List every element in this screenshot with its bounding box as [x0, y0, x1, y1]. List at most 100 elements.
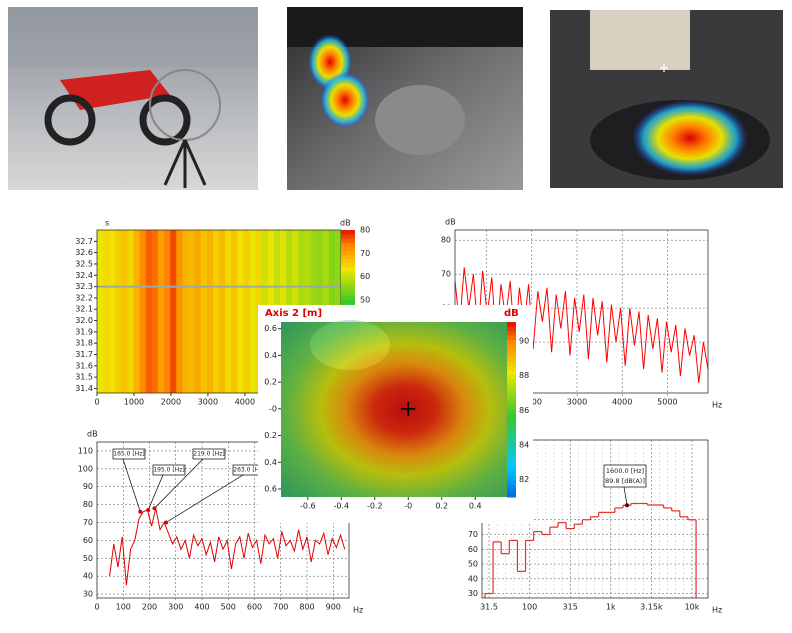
x-tick-label: 1k — [606, 603, 616, 612]
x-tick-label: 315 — [563, 603, 578, 612]
colorbar-segment — [507, 475, 516, 480]
photo-exhaust-map — [550, 10, 783, 188]
x-tick-label: 100 — [116, 603, 131, 612]
y-tick-label: 31.6 — [75, 361, 93, 370]
colorbar-segment — [341, 295, 355, 300]
annotation-level: 89.8 [dB(A)] — [605, 477, 645, 485]
annotation-arrow — [154, 458, 204, 509]
colorbar-segment — [507, 352, 516, 358]
y-tick-label: 70 — [468, 530, 478, 539]
spectrogram-column — [164, 230, 171, 393]
colorbar-segment — [341, 258, 355, 264]
colorbar-segment — [507, 335, 516, 340]
colorbar-segment — [507, 387, 516, 393]
photo-test-rig — [8, 7, 258, 190]
x-tick-label: 100 — [522, 603, 537, 612]
colorbar-segment — [341, 266, 355, 272]
colorbar-segment — [507, 440, 516, 445]
spectrogram-column — [231, 230, 238, 393]
colorbar-segment — [507, 370, 516, 375]
annotation-label: 195.0 [Hz] — [153, 467, 184, 474]
y-tick-label: 31.4 — [75, 384, 93, 393]
spectrogram-column — [225, 230, 232, 393]
y-tick-label: 31.5 — [75, 373, 93, 382]
colorbar-segment — [507, 413, 516, 419]
colorbar-segment — [341, 230, 355, 235]
spectrogram-column — [182, 230, 189, 393]
colorbar-segment — [507, 405, 516, 410]
annotation-arrow — [122, 458, 141, 512]
y-tick-label: 31.7 — [75, 350, 93, 359]
y-tick-label: 32.5 — [75, 259, 93, 268]
colorbar-tick-label: 90 — [519, 337, 529, 346]
colorbar-segment — [507, 400, 516, 406]
spectrogram-column — [206, 230, 214, 393]
colorbar-segment — [507, 427, 516, 432]
y-tick-label: 100 — [78, 464, 93, 473]
colorbar-segment — [507, 378, 516, 384]
colorbar-segment — [341, 291, 355, 296]
y-tick-label: 32.6 — [75, 248, 93, 257]
x-tick-label: 0 — [94, 398, 99, 407]
annotation-arrow — [623, 486, 628, 506]
spectrogram-column — [115, 230, 122, 393]
spectrogram-column — [194, 230, 201, 393]
colorbar-segment — [507, 392, 516, 397]
y-tick-label: 70 — [83, 518, 93, 527]
colorbar-tick-label: 82 — [519, 475, 529, 484]
colorbar-tick-label: 70 — [360, 249, 370, 258]
x-tick-label: 4000 — [235, 398, 255, 407]
x-tick-label: 0.4 — [469, 502, 482, 511]
y-tick-label: 0.6 — [264, 324, 277, 333]
annotation-point — [152, 506, 157, 511]
annotation-box — [192, 448, 226, 460]
colorbar-segment — [507, 444, 516, 450]
colorbar-segment — [507, 374, 516, 380]
x-tick-label: 500 — [221, 603, 236, 612]
spectrum-line — [109, 508, 346, 586]
x-tick-label: 2000 — [161, 398, 181, 407]
spectrogram-column — [176, 230, 183, 393]
colorbar-segment — [341, 287, 355, 292]
spectrogram-column — [249, 230, 256, 393]
spectrogram-column — [219, 230, 226, 393]
colorbar-segment — [507, 357, 516, 362]
y-tick-label: 32.4 — [75, 271, 93, 280]
x-tick-label: 1000 — [124, 398, 144, 407]
colorbar-segment — [507, 396, 516, 402]
annotation-label: 219.0 [Hz] — [193, 451, 224, 458]
x-tick-label: 300 — [168, 603, 183, 612]
colorbar-segment — [507, 409, 516, 415]
y-tick-label: 60 — [83, 536, 93, 545]
spectrogram-column — [151, 230, 159, 393]
y-tick-label: 0.2 — [264, 431, 277, 440]
colorbar-segment — [507, 483, 516, 489]
spectrogram-column — [188, 230, 195, 393]
spectrogram-column — [145, 230, 153, 393]
colorbar-segment — [341, 262, 355, 268]
y-tick-label: 32.3 — [75, 282, 93, 291]
spectrogram-column — [237, 230, 244, 393]
annotation-label: 1600.0 [Hz] — [606, 467, 644, 475]
colorbar-segment — [507, 470, 516, 476]
x-tick-label: 400 — [194, 603, 209, 612]
photo-engine-map — [287, 7, 523, 190]
x-axis-label: Hz — [712, 606, 722, 615]
colorbar-segment — [507, 361, 516, 367]
colorbar-tick-label: 80 — [360, 226, 370, 235]
colorbar-tick-label: 60 — [360, 272, 370, 281]
spectrogram-column — [127, 230, 134, 393]
colorbar-segment — [507, 422, 516, 428]
colorbar-segment — [507, 326, 516, 332]
y-tick-label: 40 — [468, 574, 478, 583]
x-tick-label: 3000 — [198, 398, 218, 407]
y-tick-label: 30 — [83, 590, 93, 599]
x-tick-label: 5000 — [657, 398, 677, 407]
colorbar-segment — [507, 462, 516, 467]
colorbar-segment — [507, 383, 516, 389]
source-crosshair — [401, 401, 416, 416]
y-tick-label: 0.4 — [264, 351, 277, 360]
colorbar-segment — [341, 242, 355, 247]
acoustic-heat — [281, 322, 507, 497]
